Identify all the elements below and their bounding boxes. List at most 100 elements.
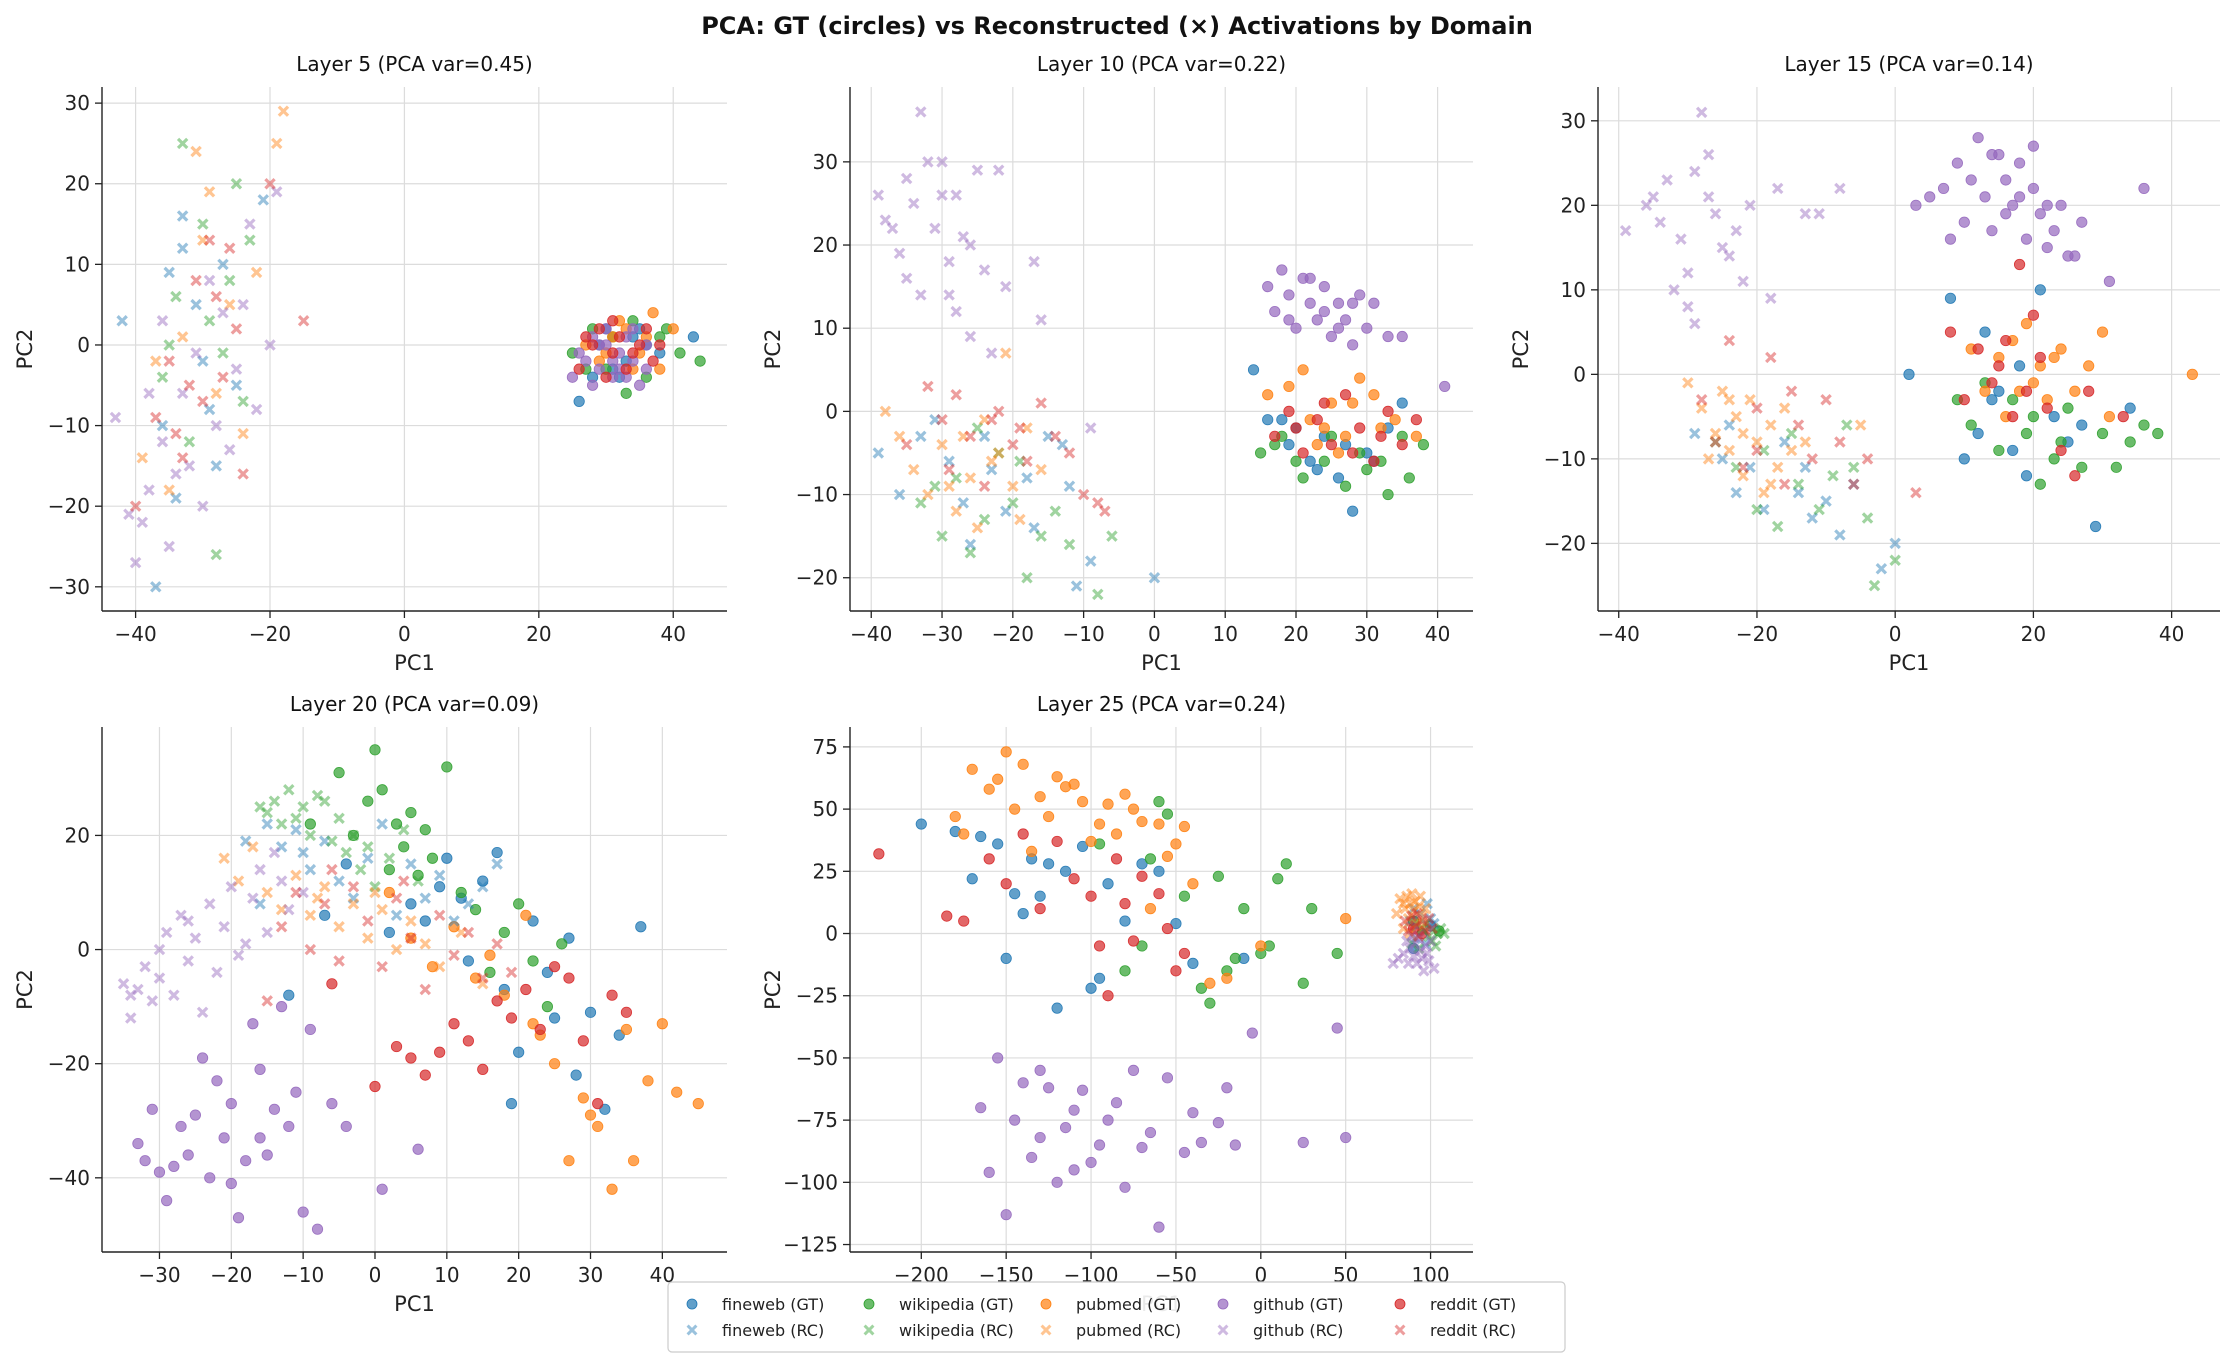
point-pubmed-rc — [369, 886, 381, 899]
point-pubmed-rc — [163, 484, 175, 496]
y-tick-label: 30 — [813, 150, 838, 174]
point-wikipedia-rc — [1092, 588, 1104, 601]
point-github-gt — [412, 1143, 424, 1155]
point-github-gt — [189, 1109, 201, 1121]
point-github-gt — [2041, 241, 2053, 254]
point-fineweb-rc — [1421, 897, 1433, 910]
point-reddit-gt — [1944, 326, 1957, 338]
point-fineweb-rc — [433, 869, 446, 882]
point-reddit-gt — [1339, 389, 1352, 401]
point-pubmed-gt — [958, 828, 970, 840]
point-github-rc — [1682, 267, 1694, 279]
point-fineweb-rc — [1689, 427, 1701, 440]
point-reddit-rc — [217, 371, 229, 383]
point-github-rc — [123, 508, 135, 520]
legend-marker-circle — [1217, 1298, 1229, 1310]
point-wikipedia-gt — [1178, 890, 1191, 902]
point-reddit-rc — [390, 892, 403, 904]
point-github-gt — [1221, 1082, 1233, 1094]
point-github-gt — [1332, 297, 1345, 309]
grid — [850, 87, 1473, 611]
point-wikipedia-gt — [2027, 411, 2040, 423]
point-wikipedia-gt — [1195, 982, 1207, 994]
points — [117, 744, 704, 1235]
point-reddit-gt — [434, 1046, 446, 1058]
point-wikipedia-rc — [354, 863, 367, 876]
point-fineweb-rc — [1418, 925, 1430, 937]
point-fineweb-gt — [1979, 326, 1991, 338]
point-fineweb-gt — [491, 846, 503, 859]
point-github-rc — [957, 230, 970, 243]
point-github-rc — [270, 186, 283, 198]
point-wikipedia-gt — [674, 347, 686, 359]
point-reddit-gt — [1410, 414, 1422, 426]
legend-item: reddit (RC) — [1394, 1321, 1516, 1340]
point-github-rc — [204, 898, 216, 910]
point-wikipedia-gt — [2034, 478, 2046, 490]
point-github-rc — [264, 339, 276, 351]
point-fineweb-gt — [1017, 908, 1029, 920]
point-wikipedia-gt — [1297, 977, 1309, 989]
point-github-gt — [376, 1183, 388, 1195]
point-github-gt — [225, 1177, 237, 1190]
point-github-rc — [1407, 950, 1420, 962]
point-fineweb-gt — [477, 875, 489, 887]
point-wikipedia-rc — [383, 852, 396, 864]
point-wikipedia-gt — [1161, 808, 1174, 820]
point-github-rc — [232, 949, 245, 961]
point-wikipedia-gt — [2096, 427, 2109, 440]
point-reddit-rc — [376, 960, 388, 973]
point-reddit-gt — [1290, 422, 1302, 434]
point-fineweb-rc — [203, 403, 216, 416]
point-github-rc — [872, 189, 885, 201]
point-reddit-gt — [1085, 890, 1097, 902]
point-wikipedia-rc — [244, 234, 256, 246]
point-wikipedia-gt — [2007, 394, 2019, 406]
point-github-gt — [2000, 174, 2012, 186]
point-reddit-rc — [505, 966, 518, 979]
point-fineweb-gt — [975, 830, 987, 843]
point-github-rc — [170, 468, 182, 480]
point-pubmed-rc — [1737, 470, 1749, 482]
point-github-rc — [146, 995, 159, 1007]
point-reddit-rc — [1834, 436, 1846, 448]
point-github-rc — [1409, 937, 1422, 950]
point-pubmed-rc — [1723, 444, 1736, 457]
point-github-gt — [1354, 289, 1366, 301]
point-reddit-rc — [290, 886, 302, 899]
point-github-rc — [125, 1012, 137, 1024]
point-reddit-gt — [1170, 965, 1182, 977]
point-fineweb-gt — [1944, 292, 1957, 304]
y-tick-label: 0 — [1573, 362, 1586, 386]
legend-label: fineweb (GT) — [722, 1295, 824, 1314]
point-pubmed-gt — [584, 1109, 597, 1121]
point-github-gt — [566, 371, 579, 383]
point-wikipedia-rc — [237, 395, 249, 408]
point-fineweb-gt — [1396, 397, 1408, 409]
point-reddit-rc — [462, 926, 475, 939]
grid — [102, 87, 727, 611]
point-wikipedia-rc — [1827, 470, 1839, 482]
point-fineweb-gt — [2076, 419, 2088, 431]
point-pubmed-gt — [1119, 788, 1131, 800]
point-fineweb-rc — [1424, 912, 1437, 925]
point-pubmed-gt — [949, 810, 961, 823]
point-wikipedia-gt — [1361, 464, 1373, 476]
grid — [102, 727, 727, 1252]
x-tick-label: 0 — [1889, 622, 1902, 646]
point-fineweb-rc — [915, 430, 927, 443]
point-pubmed-gt — [1389, 414, 1401, 426]
point-wikipedia-gt — [469, 904, 482, 916]
point-github-rc — [915, 289, 927, 301]
x-tick-label: −40 — [114, 622, 156, 646]
point-wikipedia-gt — [419, 824, 431, 836]
point-pubmed-rc — [1397, 897, 1410, 910]
point-pubmed-gt — [1127, 803, 1140, 815]
point-pubmed-gt — [1979, 385, 1991, 397]
y-tick-label: −30 — [48, 575, 90, 599]
point-github-gt — [1951, 157, 1963, 169]
y-tick-label: 0 — [825, 399, 838, 423]
point-reddit-rc — [170, 427, 182, 440]
point-wikipedia-gt — [620, 387, 632, 399]
point-wikipedia-rc — [1771, 520, 1784, 533]
